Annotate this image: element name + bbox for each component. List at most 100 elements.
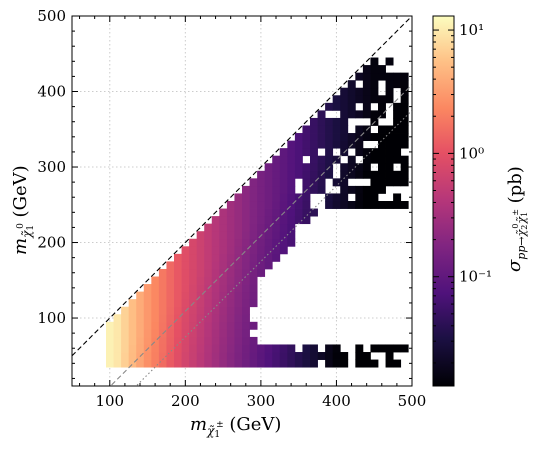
- heatmap-cell: [113, 329, 122, 338]
- heatmap-cell: [204, 299, 213, 308]
- heatmap-cell: [302, 163, 311, 172]
- heatmap-cell: [189, 268, 198, 277]
- heatmap-cell: [242, 253, 250, 262]
- heatmap-cell: [158, 321, 167, 330]
- heatmap-cell: [204, 231, 213, 240]
- heatmap-cell: [234, 314, 243, 323]
- heatmap-cell: [264, 238, 273, 247]
- heatmap-cell: [355, 193, 364, 202]
- heatmap-cell: [370, 57, 379, 66]
- heatmap-cell: [340, 102, 349, 111]
- heatmap-cell: [325, 170, 334, 179]
- heatmap-cell: [310, 155, 318, 164]
- heatmap-cell: [226, 336, 235, 345]
- heatmap-cell: [287, 359, 296, 368]
- heatmap-cell: [302, 216, 311, 225]
- heatmap-cell: [204, 321, 213, 330]
- heatmap-cell: [287, 193, 296, 202]
- heatmap-cell: [378, 185, 386, 194]
- heatmap-cell: [204, 344, 213, 353]
- heatmap-cell: [226, 329, 235, 338]
- heatmap-cell: [385, 352, 394, 360]
- heatmap-cell: [226, 344, 235, 353]
- heatmap-cell: [279, 155, 288, 164]
- heatmap-cell: [362, 87, 371, 96]
- heatmap-cell: [151, 321, 160, 330]
- heatmap-cell: [347, 170, 356, 179]
- heatmap-cell: [272, 238, 281, 247]
- heatmap-cell: [272, 223, 281, 232]
- axis-tick-labels: 100 200 300 400 500 100 200 300 400 500: [37, 7, 426, 410]
- heatmap-cell: [279, 344, 288, 353]
- heatmap-cell: [400, 72, 409, 81]
- heatmap-cell: [204, 359, 213, 368]
- heatmap-cell: [128, 314, 137, 323]
- heatmap-cell: [287, 208, 296, 217]
- heatmap-cell: [370, 185, 379, 194]
- heatmap-cell: [181, 268, 190, 277]
- heatmap-cell: [158, 336, 167, 345]
- heatmap-cell: [294, 359, 303, 368]
- heatmap-cell: [400, 95, 409, 104]
- heatmap-cell: [400, 110, 409, 119]
- heatmap-cell: [234, 299, 243, 308]
- heatmap-cell: [166, 299, 175, 308]
- heatmap-cell: [158, 284, 167, 293]
- heatmap-cell: [257, 261, 266, 270]
- heatmap-cell: [174, 329, 182, 338]
- heatmap-cell: [143, 291, 152, 300]
- heatmap-cell: [332, 352, 341, 360]
- heatmap-cell: [393, 110, 402, 119]
- heatmap-cell: [362, 163, 371, 172]
- heatmap-cell: [211, 329, 220, 338]
- heatmap-cell: [204, 253, 213, 262]
- heatmap-cell: [219, 208, 228, 217]
- heatmap-cell: [340, 359, 349, 368]
- heatmap-cell: [242, 329, 250, 338]
- heatmap-cell: [287, 148, 296, 157]
- heatmap-cell: [219, 329, 228, 338]
- heatmap-cell: [242, 344, 250, 353]
- heatmap-cell: [189, 329, 198, 338]
- heatmap-cell: [302, 140, 311, 149]
- heatmap-cell: [249, 193, 258, 202]
- heatmap-cell: [128, 299, 137, 308]
- heatmap-cell: [249, 291, 258, 300]
- heatmap-cell: [158, 276, 167, 285]
- heatmap-cell: [264, 201, 273, 209]
- heatmap-cell: [189, 321, 198, 330]
- heatmap-cell: [242, 268, 250, 277]
- heatmap-cell: [340, 163, 349, 172]
- heatmap-cell: [242, 299, 250, 308]
- heatmap-cell: [287, 231, 296, 240]
- heatmap-cell: [219, 299, 228, 308]
- heatmap-cell: [340, 352, 349, 360]
- heatmap-cell: [234, 231, 243, 240]
- heatmap-cell: [264, 253, 273, 262]
- heatmap-cell: [174, 276, 182, 285]
- heatmap-cell: [219, 359, 228, 368]
- heatmap-cell: [166, 276, 175, 285]
- heatmap-cell: [355, 344, 364, 353]
- heatmap-cell: [242, 208, 250, 217]
- heatmap-cell: [219, 216, 228, 225]
- heatmap-cell: [272, 231, 281, 240]
- heatmap-cell: [121, 359, 130, 368]
- heatmap-cell: [272, 178, 281, 187]
- heatmap-cell: [272, 359, 281, 368]
- heatmap-cell: [355, 170, 364, 179]
- heatmap-cell: [393, 170, 402, 179]
- heatmap-cell: [181, 246, 190, 255]
- colorbar-tick-label: 10¹: [459, 21, 484, 39]
- heatmap-cell: [219, 238, 228, 247]
- heatmap-cell: [310, 163, 318, 172]
- heatmap-cell: [196, 336, 205, 345]
- heatmap-cell: [234, 246, 243, 255]
- heatmap-cell: [340, 140, 349, 149]
- heatmap-cell: [310, 185, 318, 194]
- heatmap-cell: [279, 359, 288, 368]
- heatmap-cell: [189, 306, 198, 315]
- heatmap-cell: [279, 193, 288, 202]
- heatmap-cell: [362, 102, 371, 111]
- heatmap-cell: [196, 359, 205, 368]
